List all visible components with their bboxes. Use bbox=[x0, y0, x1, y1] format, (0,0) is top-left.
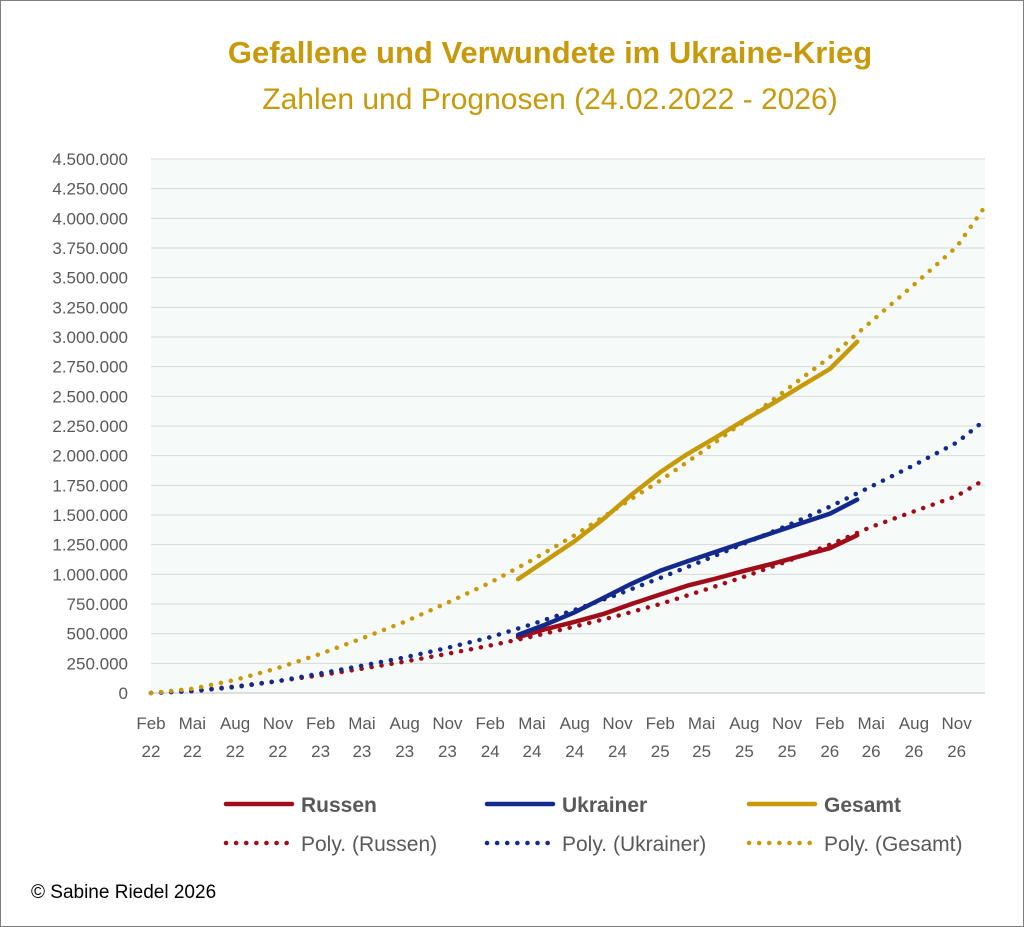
y-tick-label: 2.750.000 bbox=[52, 358, 128, 377]
y-tick-label: 1.250.000 bbox=[52, 536, 128, 555]
x-tick-month: Mai bbox=[857, 714, 884, 733]
x-tick-year: 23 bbox=[395, 742, 414, 761]
x-tick-year: 22 bbox=[226, 742, 245, 761]
series-line-gesamt bbox=[515, 339, 860, 582]
y-tick-label: 250.000 bbox=[67, 654, 128, 673]
x-axis-ticks: Feb 22 Mai 22 Aug 22 Nov 22 Feb 23 Mai 23 Aug 23 Nov 23… bbox=[136, 714, 972, 761]
x-tick-year: 23 bbox=[311, 742, 330, 761]
series-line-ukrainer bbox=[515, 497, 860, 638]
y-tick-label: 4.500.000 bbox=[52, 150, 128, 169]
x-tick-year: 26 bbox=[820, 742, 839, 761]
y-tick-label: 2.500.000 bbox=[52, 387, 128, 406]
gridlines bbox=[151, 158, 985, 694]
x-tick-month: Aug bbox=[390, 714, 420, 733]
x-tick-month: Mai bbox=[179, 714, 206, 733]
x-tick-year: 24 bbox=[481, 742, 500, 761]
y-tick-label: 2.000.000 bbox=[52, 447, 128, 466]
x-tick-month: Mai bbox=[688, 714, 715, 733]
legend-label: Poly. (Russen) bbox=[301, 833, 437, 856]
x-tick-year: 22 bbox=[268, 742, 287, 761]
x-tick-month: Feb bbox=[815, 714, 844, 733]
x-tick-year: 24 bbox=[565, 742, 584, 761]
legend-label: Poly. (Ukrainer) bbox=[562, 833, 706, 856]
x-tick-month: Feb bbox=[306, 714, 335, 733]
x-tick-year: 23 bbox=[438, 742, 457, 761]
x-tick-month: Mai bbox=[518, 714, 545, 733]
y-tick-label: 3.750.000 bbox=[52, 239, 128, 258]
y-tick-label: 500.000 bbox=[67, 625, 128, 644]
y-tick-label: 2.250.000 bbox=[52, 417, 128, 436]
x-tick-month: Nov bbox=[602, 714, 633, 733]
x-tick-year: 25 bbox=[735, 742, 754, 761]
x-tick-month: Aug bbox=[560, 714, 590, 733]
legend-label: Poly. (Gesamt) bbox=[824, 833, 962, 856]
legend-label: Gesamt bbox=[824, 794, 901, 817]
x-tick-year: 25 bbox=[692, 742, 711, 761]
y-tick-label: 3.250.000 bbox=[52, 298, 128, 317]
x-tick-month: Aug bbox=[899, 714, 929, 733]
x-tick-month: Aug bbox=[220, 714, 250, 733]
x-tick-year: 26 bbox=[904, 742, 923, 761]
x-tick-year: 23 bbox=[352, 742, 371, 761]
legend: Russen Ukrainer Gesamt Poly. (Russen) Poly. … bbox=[223, 794, 962, 856]
y-tick-label: 0 bbox=[119, 684, 128, 703]
y-tick-label: 4.250.000 bbox=[52, 180, 128, 199]
y-tick-label: 1.750.000 bbox=[52, 476, 128, 495]
y-tick-label: 3.500.000 bbox=[52, 269, 128, 288]
x-tick-year: 26 bbox=[947, 742, 966, 761]
x-tick-month: Nov bbox=[772, 714, 803, 733]
y-tick-label: 750.000 bbox=[67, 595, 128, 614]
series-lines bbox=[148, 204, 988, 696]
x-tick-year: 25 bbox=[651, 742, 670, 761]
x-tick-month: Nov bbox=[942, 714, 973, 733]
y-tick-label: 1.000.000 bbox=[52, 565, 128, 584]
legend-label: Russen bbox=[301, 794, 377, 817]
x-tick-month: Feb bbox=[646, 714, 675, 733]
y-tick-label: 3.000.000 bbox=[52, 328, 128, 347]
x-tick-month: Aug bbox=[729, 714, 759, 733]
y-axis-ticks: 0 250.000 500.000 750.000 1.000.000 1.250.000… bbox=[52, 150, 128, 703]
x-tick-month: Nov bbox=[263, 714, 294, 733]
legend-label: Ukrainer bbox=[562, 794, 647, 817]
x-tick-year: 24 bbox=[523, 742, 542, 761]
x-tick-year: 22 bbox=[183, 742, 202, 761]
x-tick-year: 24 bbox=[608, 742, 627, 761]
x-tick-month: Feb bbox=[136, 714, 165, 733]
x-tick-year: 25 bbox=[778, 742, 797, 761]
y-tick-label: 4.000.000 bbox=[52, 209, 128, 228]
x-tick-year: 22 bbox=[142, 742, 161, 761]
chart-subtitle: Zahlen und Prognosen (24.02.2022 - 2026) bbox=[262, 83, 838, 116]
chart-title: Gefallene und Verwundete im Ukraine-Krie… bbox=[227, 35, 873, 70]
copyright-note: © Sabine Riedel 2026 bbox=[31, 882, 217, 903]
series-line-poly-gesamt bbox=[148, 204, 988, 696]
x-tick-year: 26 bbox=[862, 742, 881, 761]
series-line-russen bbox=[515, 532, 860, 640]
y-tick-label: 1.500.000 bbox=[52, 506, 128, 525]
x-tick-month: Feb bbox=[476, 714, 505, 733]
x-tick-month: Mai bbox=[348, 714, 375, 733]
x-tick-month: Nov bbox=[432, 714, 463, 733]
